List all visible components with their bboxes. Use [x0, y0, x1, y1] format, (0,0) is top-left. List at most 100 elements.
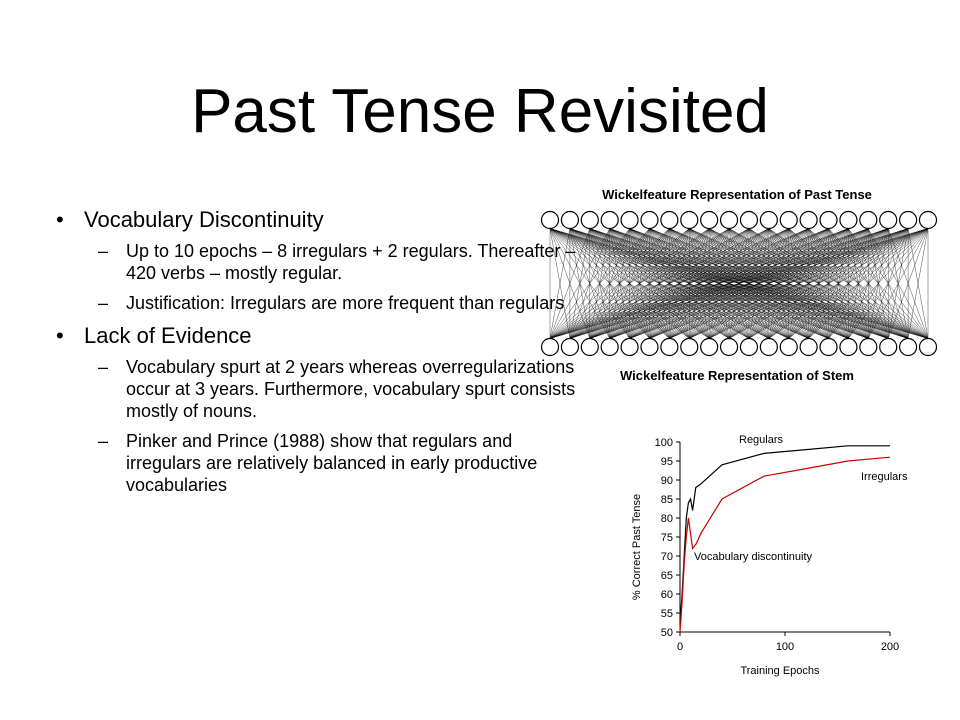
output-node	[879, 210, 898, 230]
irregulars-line	[679, 456, 891, 633]
vocabulary-discontinuity-annotation: Vocabulary discontinuity	[694, 551, 813, 563]
x-tick-label: 200	[881, 641, 899, 653]
connection-edge	[549, 228, 730, 339]
output-node	[600, 210, 619, 230]
input-node	[580, 337, 599, 357]
y-tick-label: 65	[661, 570, 673, 582]
connection-edge	[549, 228, 650, 339]
input-node	[779, 337, 798, 357]
input-node	[899, 337, 918, 357]
connection-edge	[549, 228, 590, 339]
output-node	[580, 210, 599, 230]
connection-edge	[629, 228, 929, 339]
input-node	[660, 337, 679, 357]
connection-edge	[549, 228, 690, 339]
connection-edge	[907, 228, 929, 339]
input-node	[879, 337, 898, 357]
connection-edge	[689, 228, 929, 339]
input-node	[540, 337, 560, 357]
bullet-text: Vocabulary Discontinuity	[84, 207, 324, 232]
connection-edge	[549, 228, 630, 339]
bullet-text: Lack of Evidence	[84, 323, 252, 348]
input-node	[839, 337, 858, 357]
x-axis-label: Training Epochs	[740, 665, 820, 677]
y-tick-label: 85	[661, 494, 673, 506]
connection-edge	[848, 228, 929, 339]
input-node	[640, 337, 659, 357]
connection-edge	[888, 228, 929, 339]
output-node	[918, 210, 938, 230]
input-node	[799, 337, 818, 357]
connection-edge	[669, 228, 929, 339]
connection-edge	[549, 228, 710, 339]
output-node	[759, 210, 778, 230]
regulars-line	[679, 445, 890, 625]
connection-edge	[549, 228, 789, 339]
y-tick-label: 70	[661, 551, 673, 563]
connection-edge	[549, 228, 670, 339]
connection-edge	[549, 228, 889, 339]
sub-bullet-list: Vocabulary spurt at 2 years whereas over…	[84, 356, 576, 496]
node-layers	[540, 210, 938, 357]
connection-edge	[549, 228, 869, 339]
output-node	[640, 210, 659, 230]
bullet-item: Vocabulary Discontinuity Up to 10 epochs…	[56, 206, 576, 314]
connection-edge	[788, 228, 929, 339]
y-tick-label: 90	[661, 475, 673, 487]
connection-edge	[868, 228, 929, 339]
y-tick-label: 50	[661, 627, 673, 639]
past-tense-chart: 50 55 60 65 70 75 80 85 90 95 100 0 100 200 Training …	[631, 434, 908, 677]
connection-edge	[569, 228, 929, 339]
y-tick-label: 95	[661, 456, 673, 468]
input-node	[719, 337, 739, 357]
y-tick-label: 55	[661, 608, 673, 620]
connection-edges	[549, 228, 929, 339]
input-node	[918, 337, 938, 357]
bullet-item: Lack of Evidence Vocabulary spurt at 2 y…	[56, 322, 576, 496]
connection-edge	[768, 228, 929, 339]
sub-bullet-item: Pinker and Prince (1988) show that regul…	[84, 430, 576, 496]
chart-labels: Training Epochs % Correct Past Tense Regul…	[631, 434, 908, 677]
x-tick-label: 0	[677, 641, 683, 653]
connection-edge	[549, 228, 610, 339]
connection-edge	[549, 228, 909, 339]
output-node	[560, 210, 579, 230]
network-diagram: Wickelfeature Representation of Past Ten…	[540, 187, 938, 383]
diagram-top-label: Wickelfeature Representation of Past Ten…	[602, 187, 872, 202]
output-node	[660, 210, 679, 230]
output-node	[540, 210, 560, 230]
y-tick-label: 80	[661, 513, 673, 525]
input-node	[819, 337, 838, 357]
diagram-bottom-label: Wickelfeature Representation of Stem	[620, 368, 854, 383]
output-node	[700, 210, 719, 230]
series-label-irregulars: Irregulars	[861, 471, 908, 483]
connection-edge	[748, 228, 929, 339]
connection-edge	[728, 228, 929, 339]
sub-bullet-item: Justification: Irregulars are more frequ…	[84, 292, 576, 314]
y-tick-label: 60	[661, 589, 673, 601]
connection-edge	[709, 228, 929, 339]
output-node	[779, 210, 798, 230]
x-tick-label: 100	[776, 641, 794, 653]
connection-edge	[549, 228, 829, 339]
output-node	[680, 210, 699, 230]
connection-edge	[828, 228, 929, 339]
connection-edge	[609, 228, 929, 339]
output-node	[839, 210, 858, 230]
sub-bullet-item: Vocabulary spurt at 2 years whereas over…	[84, 356, 576, 422]
y-tick-label: 75	[661, 532, 673, 544]
connection-edge	[549, 228, 571, 339]
input-node	[859, 337, 878, 357]
bullet-list: Vocabulary Discontinuity Up to 10 epochs…	[56, 206, 576, 504]
y-tick-label: 100	[655, 437, 673, 449]
output-node	[719, 210, 739, 230]
connection-edge	[549, 228, 750, 339]
sub-bullet-item: Up to 10 epochs – 8 irregulars + 2 regul…	[84, 240, 576, 284]
output-node	[799, 210, 818, 230]
input-node	[600, 337, 619, 357]
y-axis-label: % Correct Past Tense	[631, 494, 643, 600]
sub-bullet-list: Up to 10 epochs – 8 irregulars + 2 regul…	[84, 240, 576, 314]
output-node	[819, 210, 838, 230]
output-node	[620, 210, 639, 230]
series-label-regulars: Regulars	[739, 434, 784, 446]
